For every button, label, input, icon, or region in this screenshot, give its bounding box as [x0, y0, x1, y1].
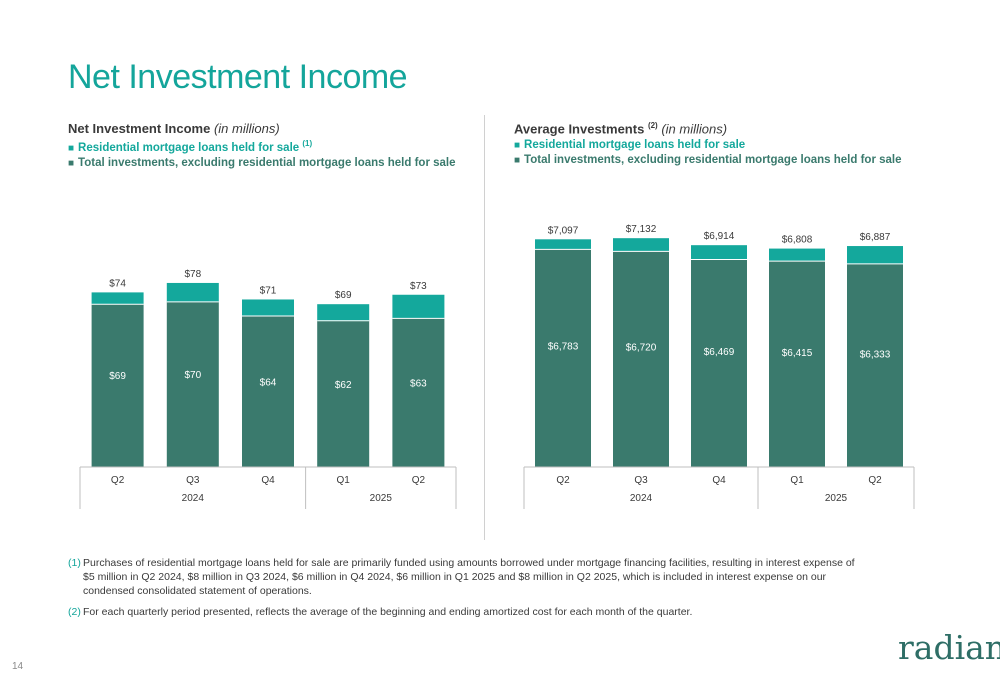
x-tick-label: Q2 [111, 475, 125, 486]
footnote-2: (2) For each quarterly period presented,… [68, 605, 868, 619]
legend-swatch-icon: ■ [514, 140, 521, 152]
radian-logo: radian [898, 628, 1000, 667]
bar-base-segment [847, 263, 903, 467]
x-tick-label: Q2 [868, 475, 882, 486]
bar-base-segment [166, 301, 219, 467]
x-tick-label: Q1 [337, 475, 351, 486]
legend-label: Total investments, excluding residential… [524, 154, 902, 167]
bar-top-segment [691, 245, 747, 260]
right-chart-units: (in millions) [661, 121, 728, 137]
chart-divider [484, 115, 485, 540]
base-data-label: $64 [260, 377, 277, 388]
legend-label: Residential mortgage loans held for sale [78, 141, 300, 154]
footnote-1: (1) Purchases of residential mortgage lo… [68, 556, 868, 598]
legend-swatch-icon: ■ [514, 155, 521, 167]
year-group-label: 2025 [825, 493, 848, 504]
legend-swatch-icon: ■ [68, 157, 75, 169]
footnotes: (1) Purchases of residential mortgage lo… [68, 556, 868, 626]
bar-top-segment [242, 299, 294, 316]
bar-base-segment [317, 320, 370, 467]
year-group-label: 2024 [182, 493, 205, 504]
bar-base-segment [392, 318, 445, 467]
bar-base-segment [242, 315, 294, 467]
legend-label: Residential mortgage loans held for sale [524, 139, 746, 152]
footnote-text: Purchases of residential mortgage loans … [83, 557, 855, 597]
x-tick-label: Q1 [790, 475, 804, 486]
total-data-label: $73 [410, 281, 427, 292]
legend-item-loans-held-for-sale: ■ Residential mortgage loans held for sal… [514, 139, 902, 151]
total-data-label: $6,808 [782, 235, 813, 246]
x-tick-label: Q3 [634, 475, 648, 486]
footnote-text: For each quarterly period presented, ref… [83, 606, 693, 618]
bar-base-segment [769, 261, 825, 467]
base-data-label: $63 [410, 379, 427, 390]
total-data-label: $6,887 [860, 232, 891, 243]
year-group-label: 2025 [370, 493, 393, 504]
page-title: Net Investment Income [68, 58, 408, 96]
legend-item-loans-held-for-sale: ■ Residential mortgage loans held for sal… [68, 139, 456, 154]
total-data-label: $7,132 [626, 224, 657, 235]
bar-base-segment [91, 304, 144, 467]
x-tick-label: Q4 [261, 475, 275, 486]
base-data-label: $62 [335, 380, 352, 391]
footnote-marker: (1) [68, 557, 81, 569]
total-data-label: $7,097 [548, 225, 579, 236]
total-data-label: $74 [109, 278, 126, 289]
total-data-label: $71 [260, 285, 277, 296]
left-chart-title: Net Investment Income (in millions) [68, 121, 456, 136]
right-chart-title-text: Average Investments [514, 121, 645, 137]
right-chart-legend: Average Investments (2) (in millions) ■ R… [514, 121, 902, 166]
bar-base-segment [691, 259, 747, 467]
legend-item-total-investments: ■ Total investments, excluding residentia… [68, 157, 456, 169]
x-tick-label: Q2 [556, 475, 570, 486]
x-tick-label: Q3 [186, 475, 200, 486]
left-chart-legend: Net Investment Income (in millions) ■ Res… [68, 121, 456, 169]
bar-base-segment [613, 251, 669, 467]
base-data-label: $6,415 [782, 348, 813, 359]
left-chart-units: (in millions) [213, 121, 280, 136]
year-group-label: 2024 [630, 493, 653, 504]
total-data-label: $78 [184, 269, 201, 280]
total-data-label: $69 [335, 290, 352, 301]
base-data-label: $6,469 [704, 347, 735, 358]
bar-top-segment [91, 292, 144, 305]
bar-top-segment [166, 282, 219, 302]
bar-top-segment [613, 238, 669, 252]
legend-swatch-icon: ■ [68, 142, 75, 154]
x-tick-label: Q4 [712, 475, 726, 486]
base-data-label: $69 [109, 371, 126, 382]
bar-base-segment [535, 249, 591, 467]
bar-top-segment [769, 248, 825, 262]
total-data-label: $6,914 [704, 231, 735, 242]
base-data-label: $6,720 [626, 343, 657, 354]
x-tick-label: Q2 [412, 475, 426, 486]
page-number: 14 [12, 661, 24, 672]
base-data-label: $70 [184, 370, 201, 381]
bar-top-segment [392, 294, 445, 319]
base-data-label: $6,333 [860, 349, 891, 360]
footnote-ref: (1) [302, 139, 313, 148]
legend-item-total-investments: ■ Total investments, excluding residentia… [514, 154, 902, 166]
legend-label: Total investments, excluding residential… [78, 156, 456, 169]
bar-top-segment [847, 246, 903, 264]
bar-top-segment [317, 304, 370, 321]
left-chart-title-text: Net Investment Income [68, 121, 211, 136]
right-chart-title: Average Investments (2) (in millions) [514, 121, 902, 136]
bar-top-segment [535, 239, 591, 250]
footnote-ref: (2) [647, 121, 658, 130]
footnote-marker: (2) [68, 606, 81, 618]
base-data-label: $6,783 [548, 341, 579, 352]
